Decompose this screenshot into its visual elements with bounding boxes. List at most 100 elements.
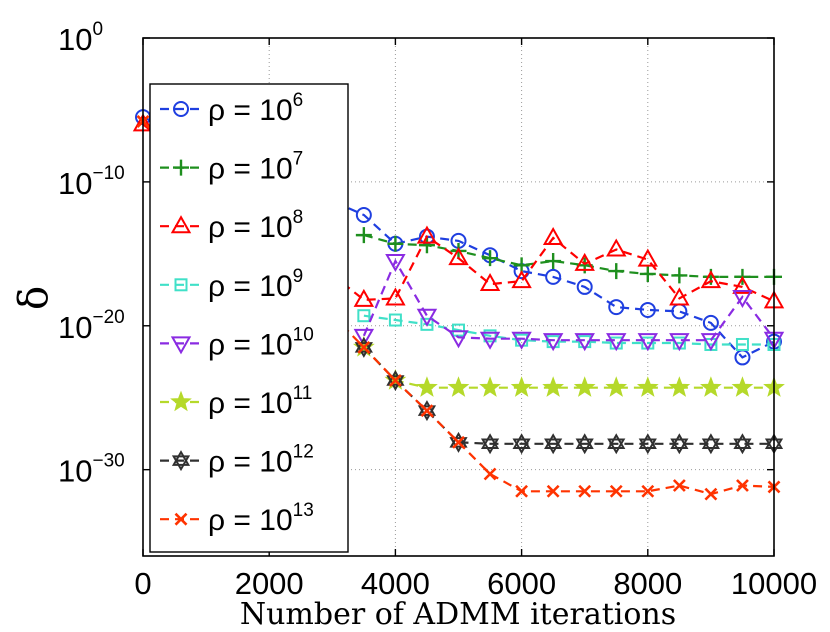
legend-marker	[170, 215, 192, 234]
data-point	[479, 376, 501, 397]
x-tick-label: 0	[134, 566, 151, 601]
data-point	[574, 333, 595, 352]
legend-label: ρ = 106	[208, 90, 303, 127]
data-point	[452, 435, 465, 449]
plot-frame	[142, 37, 775, 557]
legend-label: ρ = 108	[208, 207, 303, 244]
legend-marker	[174, 278, 188, 292]
y-tick-label: 10−30	[58, 451, 125, 489]
data-point	[353, 288, 375, 307]
data-point	[357, 340, 371, 354]
data-point	[605, 376, 628, 397]
data-point	[480, 433, 500, 455]
data-point	[483, 329, 497, 343]
legend-label: ρ = 1011	[208, 383, 312, 420]
series-line	[142, 123, 775, 303]
data-point	[609, 484, 623, 498]
data-point	[416, 376, 438, 397]
legend-marker	[173, 159, 189, 176]
data-point	[448, 330, 469, 349]
data-point	[416, 225, 438, 244]
legend-item: ρ = 108	[160, 207, 303, 244]
series-line	[142, 116, 775, 359]
x-tick-label: 10000	[731, 566, 817, 601]
data-point	[479, 273, 501, 292]
legend-item: ρ = 1010	[160, 324, 314, 361]
data-point	[578, 484, 592, 498]
legend-item: ρ = 109	[160, 266, 303, 303]
data-point	[542, 376, 565, 397]
data-point	[385, 287, 406, 306]
data-point	[353, 328, 375, 347]
data-point	[639, 301, 656, 318]
data-point	[544, 433, 563, 455]
data-point	[732, 290, 753, 309]
data-point	[700, 333, 722, 352]
data-point	[639, 265, 656, 282]
data-point	[511, 270, 532, 289]
legend-item: ρ = 106	[160, 90, 303, 127]
data-point	[479, 331, 501, 350]
data-point	[388, 374, 402, 387]
data-point	[545, 268, 562, 285]
data-point	[355, 206, 372, 223]
data-point	[636, 376, 659, 397]
data-point	[606, 238, 627, 257]
data-point	[736, 479, 749, 492]
data-point	[512, 433, 531, 455]
data-point	[573, 376, 596, 397]
data-point	[733, 433, 752, 455]
data-point	[735, 337, 749, 351]
data-point	[355, 227, 372, 244]
data-point	[575, 433, 594, 455]
data-point	[701, 433, 720, 455]
data-point	[483, 467, 497, 481]
legend-label: ρ = 107	[208, 149, 303, 186]
y-axis-label: δ	[11, 286, 57, 310]
data-point	[546, 335, 560, 349]
data-point	[608, 299, 625, 316]
data-point	[542, 226, 564, 246]
x-tick-label: 4000	[361, 566, 430, 601]
data-point	[704, 487, 718, 501]
data-point	[542, 333, 564, 352]
data-point	[668, 376, 691, 397]
legend-item: ρ = 1013	[160, 500, 314, 537]
data-point	[448, 247, 469, 266]
data-point	[637, 333, 659, 352]
legend-marker	[170, 390, 192, 412]
legend: ρ = 106 ρ = 107 ρ = 108 ρ = 109 ρ = 1010 ρ = …	[149, 83, 349, 553]
data-point	[672, 479, 686, 492]
data-point	[510, 376, 533, 397]
data-point	[418, 237, 435, 254]
data-point	[606, 333, 627, 352]
data-point	[671, 267, 688, 284]
data-point	[420, 404, 434, 418]
legend-label: ρ = 1010	[208, 324, 314, 361]
data-point	[447, 376, 470, 397]
data-point	[578, 335, 592, 349]
data-point	[607, 433, 626, 455]
legend-item: ρ = 107	[160, 149, 303, 186]
legend-marker	[173, 101, 189, 117]
legend-marker	[174, 512, 188, 526]
data-point	[576, 278, 593, 295]
data-point	[702, 314, 719, 331]
data-point	[357, 309, 371, 323]
x-tick-label: 8000	[613, 566, 682, 601]
data-point	[416, 308, 438, 327]
data-point	[700, 270, 722, 289]
data-point	[420, 317, 434, 331]
data-point	[637, 248, 659, 267]
x-tick-label: 6000	[487, 566, 556, 601]
data-point	[388, 313, 402, 327]
data-point	[452, 323, 465, 337]
data-point	[511, 331, 532, 350]
data-point	[638, 433, 657, 455]
series-13	[136, 115, 781, 501]
data-point	[545, 253, 562, 270]
x-tick-label: 2000	[235, 566, 304, 601]
data-point	[482, 250, 499, 267]
x-axis-label: Number of ADMM iterations	[240, 597, 676, 632]
